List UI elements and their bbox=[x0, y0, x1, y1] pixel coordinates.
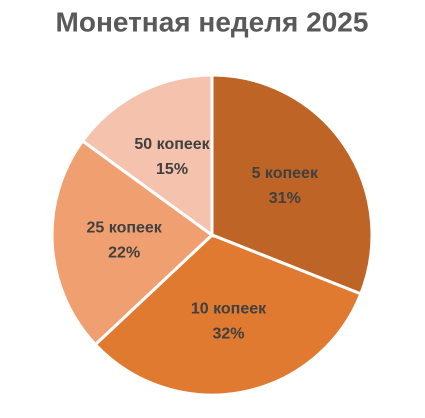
pie-slice bbox=[93, 233, 363, 397]
chart-title: Монетная неделя 2025 bbox=[56, 6, 369, 37]
slice-category-label: 50 копеек bbox=[134, 136, 210, 153]
slice-value-label: 22% bbox=[108, 245, 140, 262]
slice-value-label: 32% bbox=[212, 326, 244, 343]
pie-slice bbox=[210, 73, 374, 296]
slice-category-label: 10 копеек bbox=[191, 301, 267, 318]
pie-slice bbox=[80, 73, 214, 238]
slice-value-label: 15% bbox=[156, 161, 188, 178]
slice-category-label: 5 копеек bbox=[252, 165, 319, 182]
slice-value-label: 31% bbox=[269, 190, 301, 207]
slice-category-label: 25 копеек bbox=[87, 220, 163, 237]
pie-slice bbox=[50, 138, 215, 347]
